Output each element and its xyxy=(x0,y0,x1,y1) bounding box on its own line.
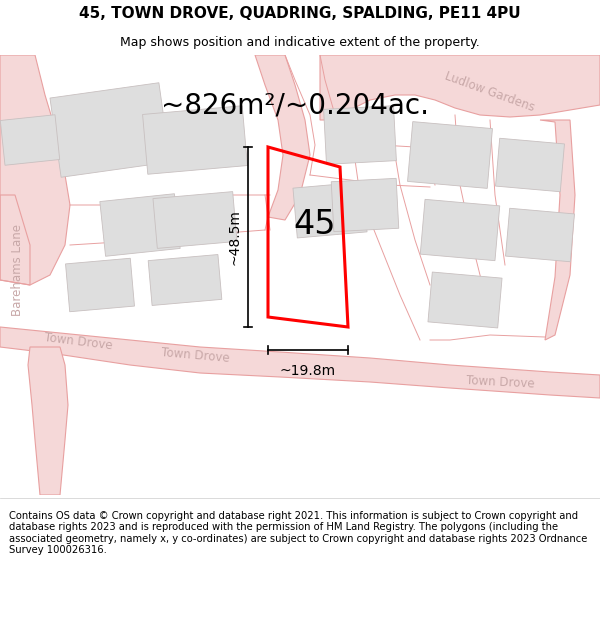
Text: Town Drove: Town Drove xyxy=(43,331,113,352)
Text: Contains OS data © Crown copyright and database right 2021. This information is : Contains OS data © Crown copyright and d… xyxy=(9,511,587,556)
Polygon shape xyxy=(100,194,180,256)
Polygon shape xyxy=(50,82,170,178)
Text: 45: 45 xyxy=(294,209,336,241)
Text: ~826m²/~0.204ac.: ~826m²/~0.204ac. xyxy=(161,91,429,119)
Polygon shape xyxy=(320,55,600,120)
Text: Barehams Lane: Barehams Lane xyxy=(11,224,25,316)
Text: ~48.5m: ~48.5m xyxy=(228,209,242,265)
Polygon shape xyxy=(496,138,565,192)
Polygon shape xyxy=(540,120,575,340)
Text: Town Drove: Town Drove xyxy=(160,346,230,364)
Polygon shape xyxy=(153,192,237,248)
Polygon shape xyxy=(293,182,367,238)
Polygon shape xyxy=(0,327,600,398)
Text: 45, TOWN DROVE, QUADRING, SPALDING, PE11 4PU: 45, TOWN DROVE, QUADRING, SPALDING, PE11… xyxy=(79,6,521,21)
Polygon shape xyxy=(0,115,60,165)
Polygon shape xyxy=(255,55,310,220)
Polygon shape xyxy=(323,106,397,164)
Polygon shape xyxy=(28,347,68,495)
Polygon shape xyxy=(148,254,222,306)
Polygon shape xyxy=(0,55,70,285)
Text: Town Drove: Town Drove xyxy=(466,374,535,390)
Text: Map shows position and indicative extent of the property.: Map shows position and indicative extent… xyxy=(120,36,480,49)
Text: Ludlow Gardens: Ludlow Gardens xyxy=(443,70,536,114)
Polygon shape xyxy=(143,106,247,174)
Polygon shape xyxy=(428,272,502,328)
Polygon shape xyxy=(331,178,399,232)
Polygon shape xyxy=(65,258,134,312)
Polygon shape xyxy=(407,122,493,188)
Polygon shape xyxy=(506,208,574,262)
Polygon shape xyxy=(420,199,500,261)
Text: ~19.8m: ~19.8m xyxy=(280,364,336,378)
